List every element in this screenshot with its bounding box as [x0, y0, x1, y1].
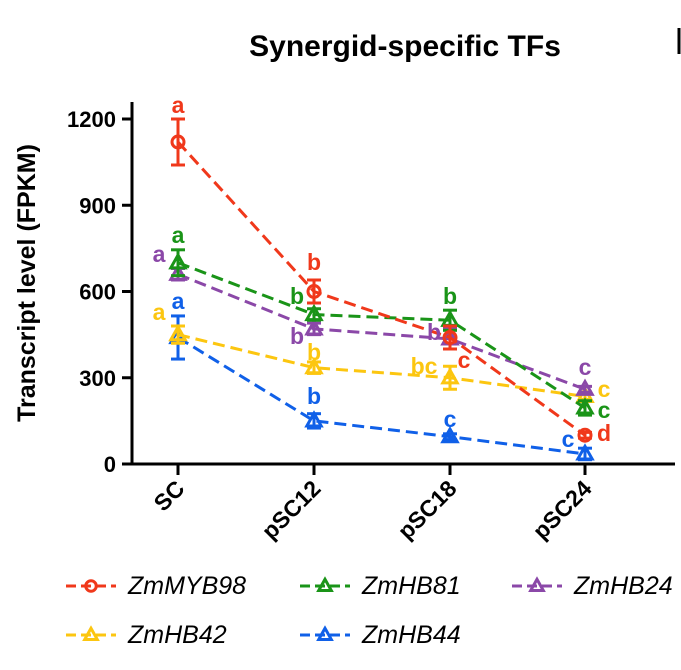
sig-letter: b: [427, 319, 441, 345]
sig-letter: a: [172, 92, 185, 118]
y-axis-label: Transcript level (FPKM): [13, 144, 41, 422]
sig-letter: c: [458, 347, 471, 373]
data-point: [306, 284, 322, 299]
legend-item-zmhb24: ZmHB24: [512, 572, 673, 600]
sig-letter: c: [444, 406, 457, 432]
sig-letter: a: [172, 288, 185, 314]
y-tick-label: 1200: [67, 107, 116, 132]
legend-label: ZmHB42: [127, 621, 227, 649]
x-tick-label-psc18: pSC18: [393, 475, 462, 544]
sig-letter: b: [290, 323, 304, 349]
sig-letter: b: [307, 339, 321, 365]
y-tick-label: 300: [79, 366, 116, 391]
error-bar: [307, 278, 321, 305]
y-tick-label: 900: [79, 193, 116, 218]
sig-letter: c: [579, 354, 592, 380]
data-point: [304, 303, 324, 322]
data-point: [304, 410, 324, 428]
data-point: [168, 263, 188, 281]
legend-marker: [528, 576, 546, 592]
chart-title: Synergid-specific TFs: [249, 30, 561, 63]
legend-marker: [84, 579, 98, 593]
data-point: [168, 323, 188, 342]
x-tick-label-sc: SC: [149, 475, 190, 516]
data-point: [168, 252, 188, 270]
series-line: [177, 333, 586, 398]
series-line: [176, 140, 586, 437]
sig-letter: b: [307, 383, 321, 409]
series-zmmyb98: [170, 117, 593, 443]
data-point: [575, 397, 595, 415]
sig-letter: d: [597, 420, 611, 446]
x-tick-label-psc12: pSC12: [257, 475, 326, 544]
data-point: [304, 356, 324, 375]
legend-item-zmhb44: ZmHB44: [300, 621, 461, 649]
data-point: [575, 378, 595, 396]
series-zmhb81: [168, 248, 595, 417]
sig-letter: bc: [411, 353, 438, 379]
error-bar: [443, 324, 457, 351]
legend-marker: [316, 576, 334, 592]
series-line: [177, 272, 586, 391]
legend-item-zmhb81: ZmHB81: [300, 572, 461, 600]
data-point: [170, 134, 186, 150]
series-zmhb44: [168, 314, 595, 462]
legend-marker: [82, 625, 100, 641]
sig-letter: a: [153, 241, 166, 267]
legend-marker: [316, 625, 334, 641]
legend-label: ZmHB81: [361, 572, 461, 600]
data-point: [440, 367, 460, 385]
sig-letter: a: [172, 222, 185, 248]
series-layer: [168, 117, 595, 462]
sig-letter: c: [598, 376, 611, 402]
y-tick-label: 0: [104, 452, 116, 477]
series-zmhb24: [168, 263, 595, 396]
legend: ZmMYB98 ZmHB81 ZmHB24 ZmHB42 ZmHB44: [66, 572, 673, 649]
sig-letter: c: [562, 426, 575, 452]
data-point: [440, 425, 460, 444]
series-line: [177, 261, 586, 410]
sig-letter: c: [598, 397, 611, 423]
error-bar: [171, 117, 185, 167]
y-tick-label: 600: [79, 280, 116, 305]
sig-letter: b: [443, 283, 457, 309]
legend-label: ZmHB24: [573, 572, 673, 600]
legend-label: ZmMYB98: [127, 572, 246, 600]
sig-letter: a: [153, 299, 166, 325]
data-point: [575, 443, 595, 461]
series-zmhb42: [168, 323, 595, 404]
sig-letter: b: [307, 249, 321, 275]
x-tick-label-psc24: pSC24: [528, 475, 597, 544]
series-line: [177, 336, 586, 456]
legend-label: ZmHB44: [361, 621, 461, 649]
data-point: [577, 427, 593, 443]
legend-item-zmmyb98: ZmMYB98: [66, 572, 246, 600]
data-point: [442, 330, 458, 345]
legend-item-zmhb42: ZmHB42: [66, 621, 227, 649]
sig-letter: b: [290, 283, 304, 309]
data-point: [304, 318, 324, 336]
